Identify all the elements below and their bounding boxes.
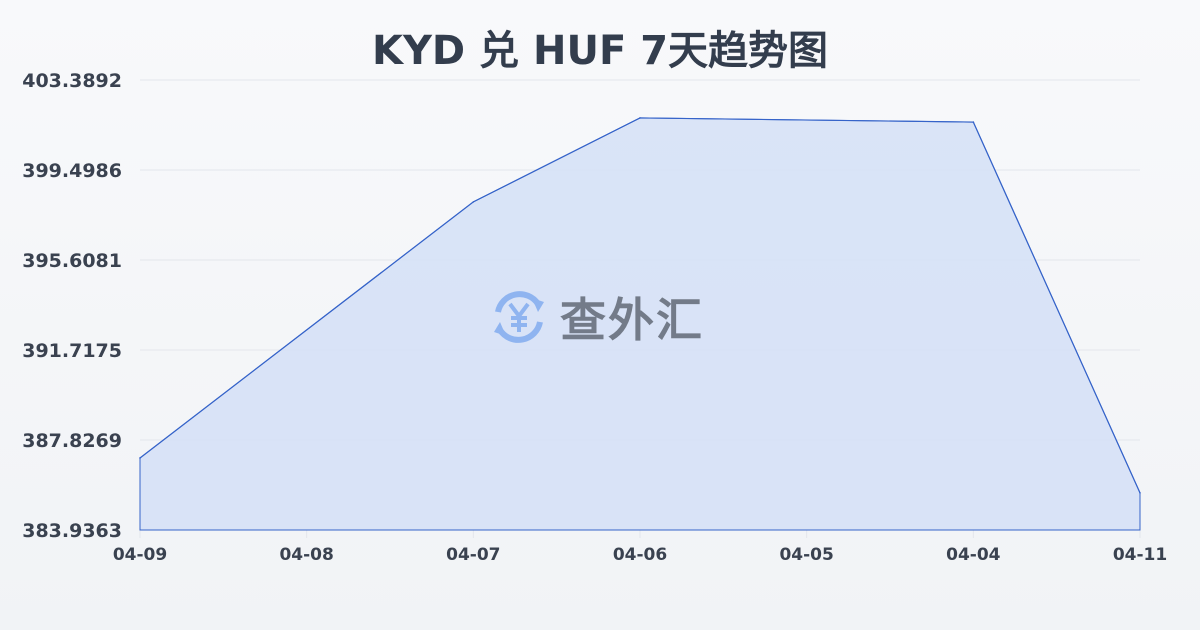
x-tick-label: 04-08 xyxy=(279,545,333,565)
y-tick-label: 403.3892 xyxy=(22,70,122,92)
x-tick-label: 04-09 xyxy=(113,545,167,565)
x-tick-label: 04-11 xyxy=(1113,545,1167,565)
y-tick-label: 391.7175 xyxy=(22,340,122,362)
watermark-text: 查外汇 xyxy=(560,293,704,347)
x-tick-label: 04-07 xyxy=(446,545,500,565)
y-tick-label: 383.9363 xyxy=(22,520,122,542)
data-point xyxy=(1139,492,1141,494)
data-point xyxy=(972,121,975,123)
chart-title: KYD 兑 HUF 7天趋势图 xyxy=(371,28,829,74)
x-tick-label: 04-05 xyxy=(779,545,833,565)
y-tick-label: 387.8269 xyxy=(22,430,122,452)
y-tick-label: 399.4986 xyxy=(22,160,122,182)
x-tick-label: 04-06 xyxy=(613,545,667,565)
watermark: 查外汇 xyxy=(488,284,704,350)
yen-exchange-icon xyxy=(494,291,544,343)
data-point xyxy=(472,201,475,203)
data-point xyxy=(139,457,141,459)
y-tick-label: 395.6081 xyxy=(22,250,122,272)
x-tick-label: 04-04 xyxy=(946,545,1001,565)
data-point xyxy=(639,117,641,119)
